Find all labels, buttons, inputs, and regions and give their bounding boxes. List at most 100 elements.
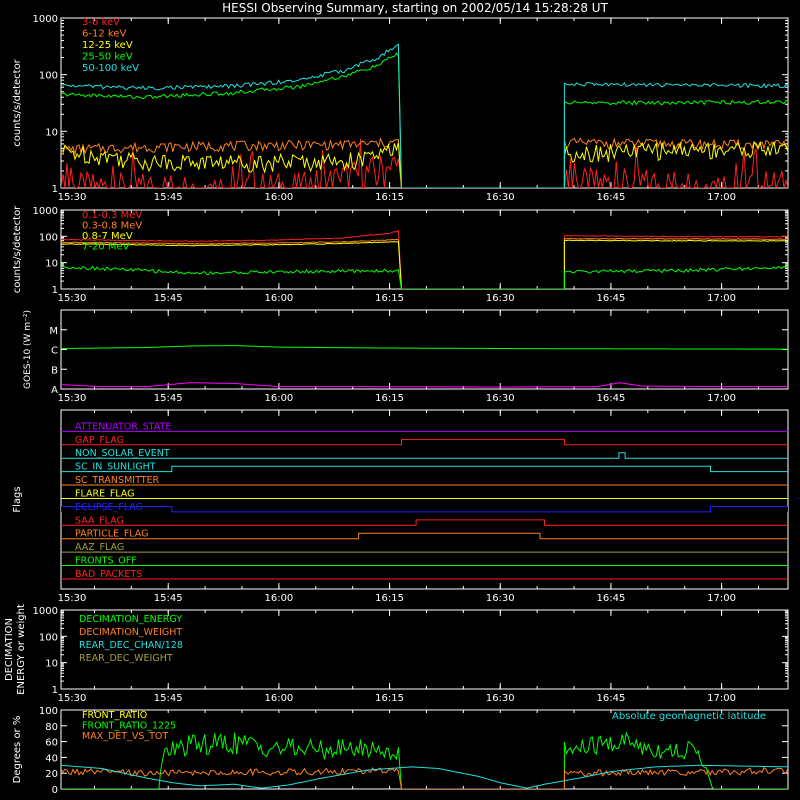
flag-line — [61, 452, 788, 459]
flag-line — [61, 519, 788, 526]
flag-line — [61, 532, 788, 540]
x-tick-label: 16:45 — [597, 593, 626, 604]
series-line — [61, 237, 788, 289]
series-line — [61, 239, 788, 289]
y-axis-label: Flags — [12, 486, 23, 512]
panel-p5: 15:30 15:45 16:00 16:15 16:30 16:45 17:00 1 10 10… — [4, 604, 789, 704]
x-tick-label: 17:00 — [707, 293, 736, 304]
legend-entry: 25-50 keV — [82, 52, 133, 63]
y-tick-label: 10 — [45, 127, 58, 138]
flag-label: FLARE_FLAG — [75, 488, 135, 499]
x-tick-label: 16:30 — [486, 693, 515, 704]
legend-entry: MAX_DET_VS_TOT — [82, 731, 168, 742]
y-tick-label: 100 — [39, 632, 58, 643]
flag-label: SAA_FLAG — [75, 515, 124, 526]
series-line — [61, 229, 788, 289]
flag-label: SC_TRANSMITTER — [75, 475, 160, 486]
y-tick-label: 80 — [45, 722, 58, 733]
x-tick-label: 16:00 — [264, 393, 293, 404]
x-tick-label: 15:30 — [58, 393, 87, 404]
x-tick-label: 15:30 — [58, 192, 87, 203]
x-tick-label: 15:30 — [58, 293, 87, 304]
x-tick-label: 16:00 — [264, 593, 293, 604]
plot-area — [61, 430, 788, 580]
y-tick-label: 100 — [39, 706, 58, 717]
x-tick-label: 16:30 — [486, 192, 515, 203]
legend-entry: REAR_DEC_WEIGHT — [79, 653, 173, 664]
flag-label: AAZ_FLAG — [75, 542, 124, 553]
plot-area — [61, 345, 788, 388]
flag-label: SC_IN_SUNLIGHT — [75, 462, 156, 473]
panel-p1: 15:30 15:45 16:00 16:15 16:30 16:45 17:00 1 10 10… — [12, 14, 789, 203]
x-tick-label: 16:45 — [597, 192, 626, 203]
panel-p6: 0 20 40 60 80 100 Degrees or % FRONT_RATIOFRONT… — [12, 706, 789, 796]
x-tick-label: 16:30 — [486, 393, 515, 404]
x-tick-label: 17:00 — [707, 192, 736, 203]
x-tick-label: 16:45 — [597, 693, 626, 704]
flag-line — [61, 506, 788, 513]
y-tick-label: 100 — [39, 71, 58, 82]
legend-entry: 3-6 keV — [82, 17, 120, 28]
y-tick-label: 1000 — [33, 606, 58, 617]
series-line — [61, 382, 788, 388]
series-line — [61, 52, 788, 188]
y-axis-label: ENERGY or weight — [16, 604, 27, 695]
y-axis-label: counts/s/detector — [12, 205, 23, 293]
legend-entry: FRONT_RATIO — [82, 710, 147, 721]
legend-entry: DECIMATION_ENERGY — [79, 614, 182, 625]
y-axis-label: DECIMATION — [4, 618, 15, 681]
y-tick-label: 10 — [45, 659, 58, 670]
x-tick-label: 16:15 — [375, 192, 404, 203]
x-tick-label: 15:45 — [154, 192, 183, 203]
x-tick-label: 16:15 — [375, 393, 404, 404]
series-line — [61, 140, 788, 188]
x-tick-label: 16:15 — [375, 593, 404, 604]
legend-entry: 7-20 MeV — [82, 242, 130, 253]
legend-entry: 0.8-7 MeV — [82, 231, 133, 242]
legend-entry: 0.1-0.3 MeV — [82, 210, 142, 221]
y-tick-label: 10 — [45, 259, 58, 270]
x-tick-label: 16:45 — [597, 293, 626, 304]
x-tick-label: 17:00 — [707, 393, 736, 404]
flag-label: BAD_PACKETS — [75, 569, 142, 580]
x-tick-label: 16:15 — [375, 693, 404, 704]
x-tick-label: 17:00 — [707, 593, 736, 604]
legend-entry: FRONT_RATIO_1225 — [82, 721, 176, 732]
y-tick-label: 1 — [52, 685, 58, 696]
legend-entry: 6-12 keV — [82, 29, 126, 40]
y-tick-label: 60 — [45, 738, 58, 749]
panel-frame — [60, 409, 789, 590]
flag-label: PARTICLE_FLAG — [75, 529, 148, 540]
series-line — [61, 138, 788, 188]
annotation-label: Absolute geomagnetic latitude — [612, 711, 766, 722]
flag-label: NON_SOLAR_EVENT — [75, 448, 170, 459]
flag-line — [61, 438, 788, 446]
x-tick-label: 15:45 — [154, 593, 183, 604]
legend-entry: 50-100 keV — [82, 63, 139, 74]
plot-area — [61, 731, 788, 789]
flag-line — [61, 465, 788, 473]
x-tick-label: 16:15 — [375, 293, 404, 304]
y-tick-label: 1000 — [33, 206, 58, 217]
y-axis-label: Degrees or % — [12, 716, 23, 784]
y-tick-label: M — [49, 326, 58, 337]
flag-label: ATTENUATOR_STATE — [75, 421, 171, 432]
y-tick-label: 100 — [39, 232, 58, 243]
x-tick-label: 15:30 — [58, 693, 87, 704]
figure-title: HESSI Observing Summary, starting on 200… — [222, 1, 608, 15]
x-tick-label: 16:30 — [486, 593, 515, 604]
x-tick-label: 15:45 — [154, 393, 183, 404]
panel-p2: 15:30 15:45 16:00 16:15 16:30 16:45 17:00 1 10 10… — [12, 205, 789, 304]
plot-area — [61, 43, 788, 188]
x-tick-label: 16:00 — [264, 293, 293, 304]
y-tick-label: 1000 — [33, 14, 58, 25]
flag-label: ECLIPSE_FLAG — [75, 502, 143, 513]
panel-frame — [60, 609, 789, 690]
series-line — [61, 731, 788, 789]
legend-entry: DECIMATION_WEIGHT — [79, 627, 182, 638]
series-line — [61, 766, 788, 789]
y-axis-label: counts/s/detector — [12, 58, 23, 146]
y-tick-label: 1 — [52, 184, 58, 195]
panels-group: 15:30 15:45 16:00 16:15 16:30 16:45 17:0011010… — [4, 14, 789, 796]
